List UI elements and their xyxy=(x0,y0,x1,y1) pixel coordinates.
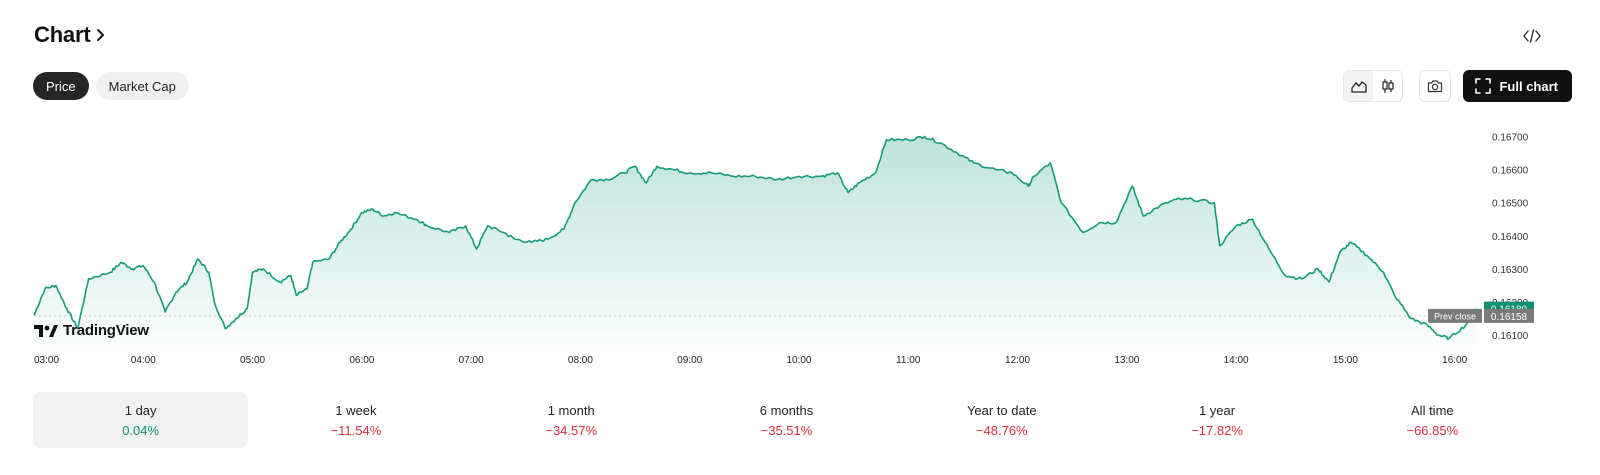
y-tick-label: 0.16400 xyxy=(1492,232,1529,243)
camera-icon xyxy=(1428,80,1443,93)
price-line xyxy=(33,135,1478,341)
area-chart-icon xyxy=(1351,81,1367,93)
period-change: −35.51% xyxy=(760,422,813,438)
y-tick-label: 0.16300 xyxy=(1492,265,1529,276)
screenshot-button[interactable] xyxy=(1419,70,1452,102)
x-tick-label: 11:00 xyxy=(896,355,921,366)
x-tick-label: 05:00 xyxy=(240,355,265,366)
tradingview-name: TradingView xyxy=(63,322,149,339)
embed-button[interactable] xyxy=(1520,25,1544,47)
period-label: 1 day xyxy=(124,402,157,418)
period-change: −34.57% xyxy=(545,422,598,438)
chart-header[interactable]: Chart xyxy=(34,22,108,48)
metric-tabs: Price Market Cap xyxy=(33,72,189,100)
period-change: −48.76% xyxy=(975,422,1028,438)
x-tick-label: 03:00 xyxy=(34,355,59,366)
period-1-day[interactable]: 1 day 0.04% xyxy=(33,392,249,448)
period-1-month[interactable]: 1 month −34.57% xyxy=(464,392,679,448)
x-tick-label: 12:00 xyxy=(1005,355,1030,366)
tab-market-cap[interactable]: Market Cap xyxy=(95,72,189,100)
period-label: All time xyxy=(1411,402,1454,418)
x-tick-label: 06:00 xyxy=(349,355,374,366)
period-label: 6 months xyxy=(759,402,814,418)
full-chart-label: Full chart xyxy=(1499,78,1558,94)
x-tick-label: 15:00 xyxy=(1333,355,1358,366)
chevron-right-icon xyxy=(97,29,105,41)
prev-close-tag xyxy=(1428,308,1482,323)
prev-close-value: 0.16158 xyxy=(1491,312,1528,323)
x-tick-label: 08:00 xyxy=(568,355,593,366)
y-tick-label: 0.16600 xyxy=(1492,166,1529,177)
tradingview-logo[interactable]: TradingView xyxy=(34,322,149,339)
y-tick-label: 0.16700 xyxy=(1492,133,1529,144)
period-1-year[interactable]: 1 year −17.82% xyxy=(1109,392,1324,448)
tradingview-logo-icon xyxy=(34,324,58,337)
price-chart[interactable]: 0.161000.162000.163000.164000.165000.166… xyxy=(0,110,1600,380)
price-area xyxy=(34,136,1477,345)
tab-price[interactable]: Price xyxy=(33,72,89,100)
period-6-months[interactable]: 6 months −35.51% xyxy=(679,392,894,448)
chart-toolbar: Full chart xyxy=(1343,70,1572,102)
candlestick-button[interactable] xyxy=(1373,71,1402,101)
period-label: 1 week xyxy=(335,402,377,418)
period-change: −11.54% xyxy=(330,422,382,438)
x-tick-label: 04:00 xyxy=(131,355,156,366)
prev-close-badge xyxy=(1484,308,1534,323)
expand-icon xyxy=(1475,78,1492,94)
candlestick-icon xyxy=(1382,79,1394,93)
period-year-to-date[interactable]: Year to date −48.76% xyxy=(894,392,1109,448)
x-tick-label: 07:00 xyxy=(459,355,484,366)
chart-type-toggle xyxy=(1343,70,1404,102)
chart-title: Chart xyxy=(34,22,91,47)
prev-close-text: Prev close xyxy=(1434,311,1476,321)
period-label: 1 month xyxy=(547,402,595,418)
period-all-time[interactable]: All time −66.85% xyxy=(1325,392,1540,448)
period-change: 0.04% xyxy=(122,422,160,438)
x-tick-label: 14:00 xyxy=(1224,355,1249,366)
period-label: Year to date xyxy=(966,402,1037,418)
y-tick-label: 0.16500 xyxy=(1492,199,1529,210)
period-change: −66.85% xyxy=(1406,422,1459,438)
period-1-week[interactable]: 1 week −11.54% xyxy=(248,392,463,448)
x-tick-label: 13:00 xyxy=(1114,355,1139,366)
period-selector: 1 day 0.04% 1 week −11.54% 1 month −34.5… xyxy=(33,392,1540,448)
y-tick-label: 0.16100 xyxy=(1492,331,1529,342)
period-label: 1 year xyxy=(1198,402,1236,418)
area-chart-button[interactable] xyxy=(1344,71,1374,101)
x-tick-label: 16:00 xyxy=(1442,355,1467,366)
x-tick-label: 10:00 xyxy=(786,355,811,366)
code-icon xyxy=(1523,29,1541,43)
x-tick-label: 09:00 xyxy=(677,355,702,366)
full-chart-button[interactable]: Full chart xyxy=(1463,70,1572,102)
period-change: −17.82% xyxy=(1191,422,1243,438)
